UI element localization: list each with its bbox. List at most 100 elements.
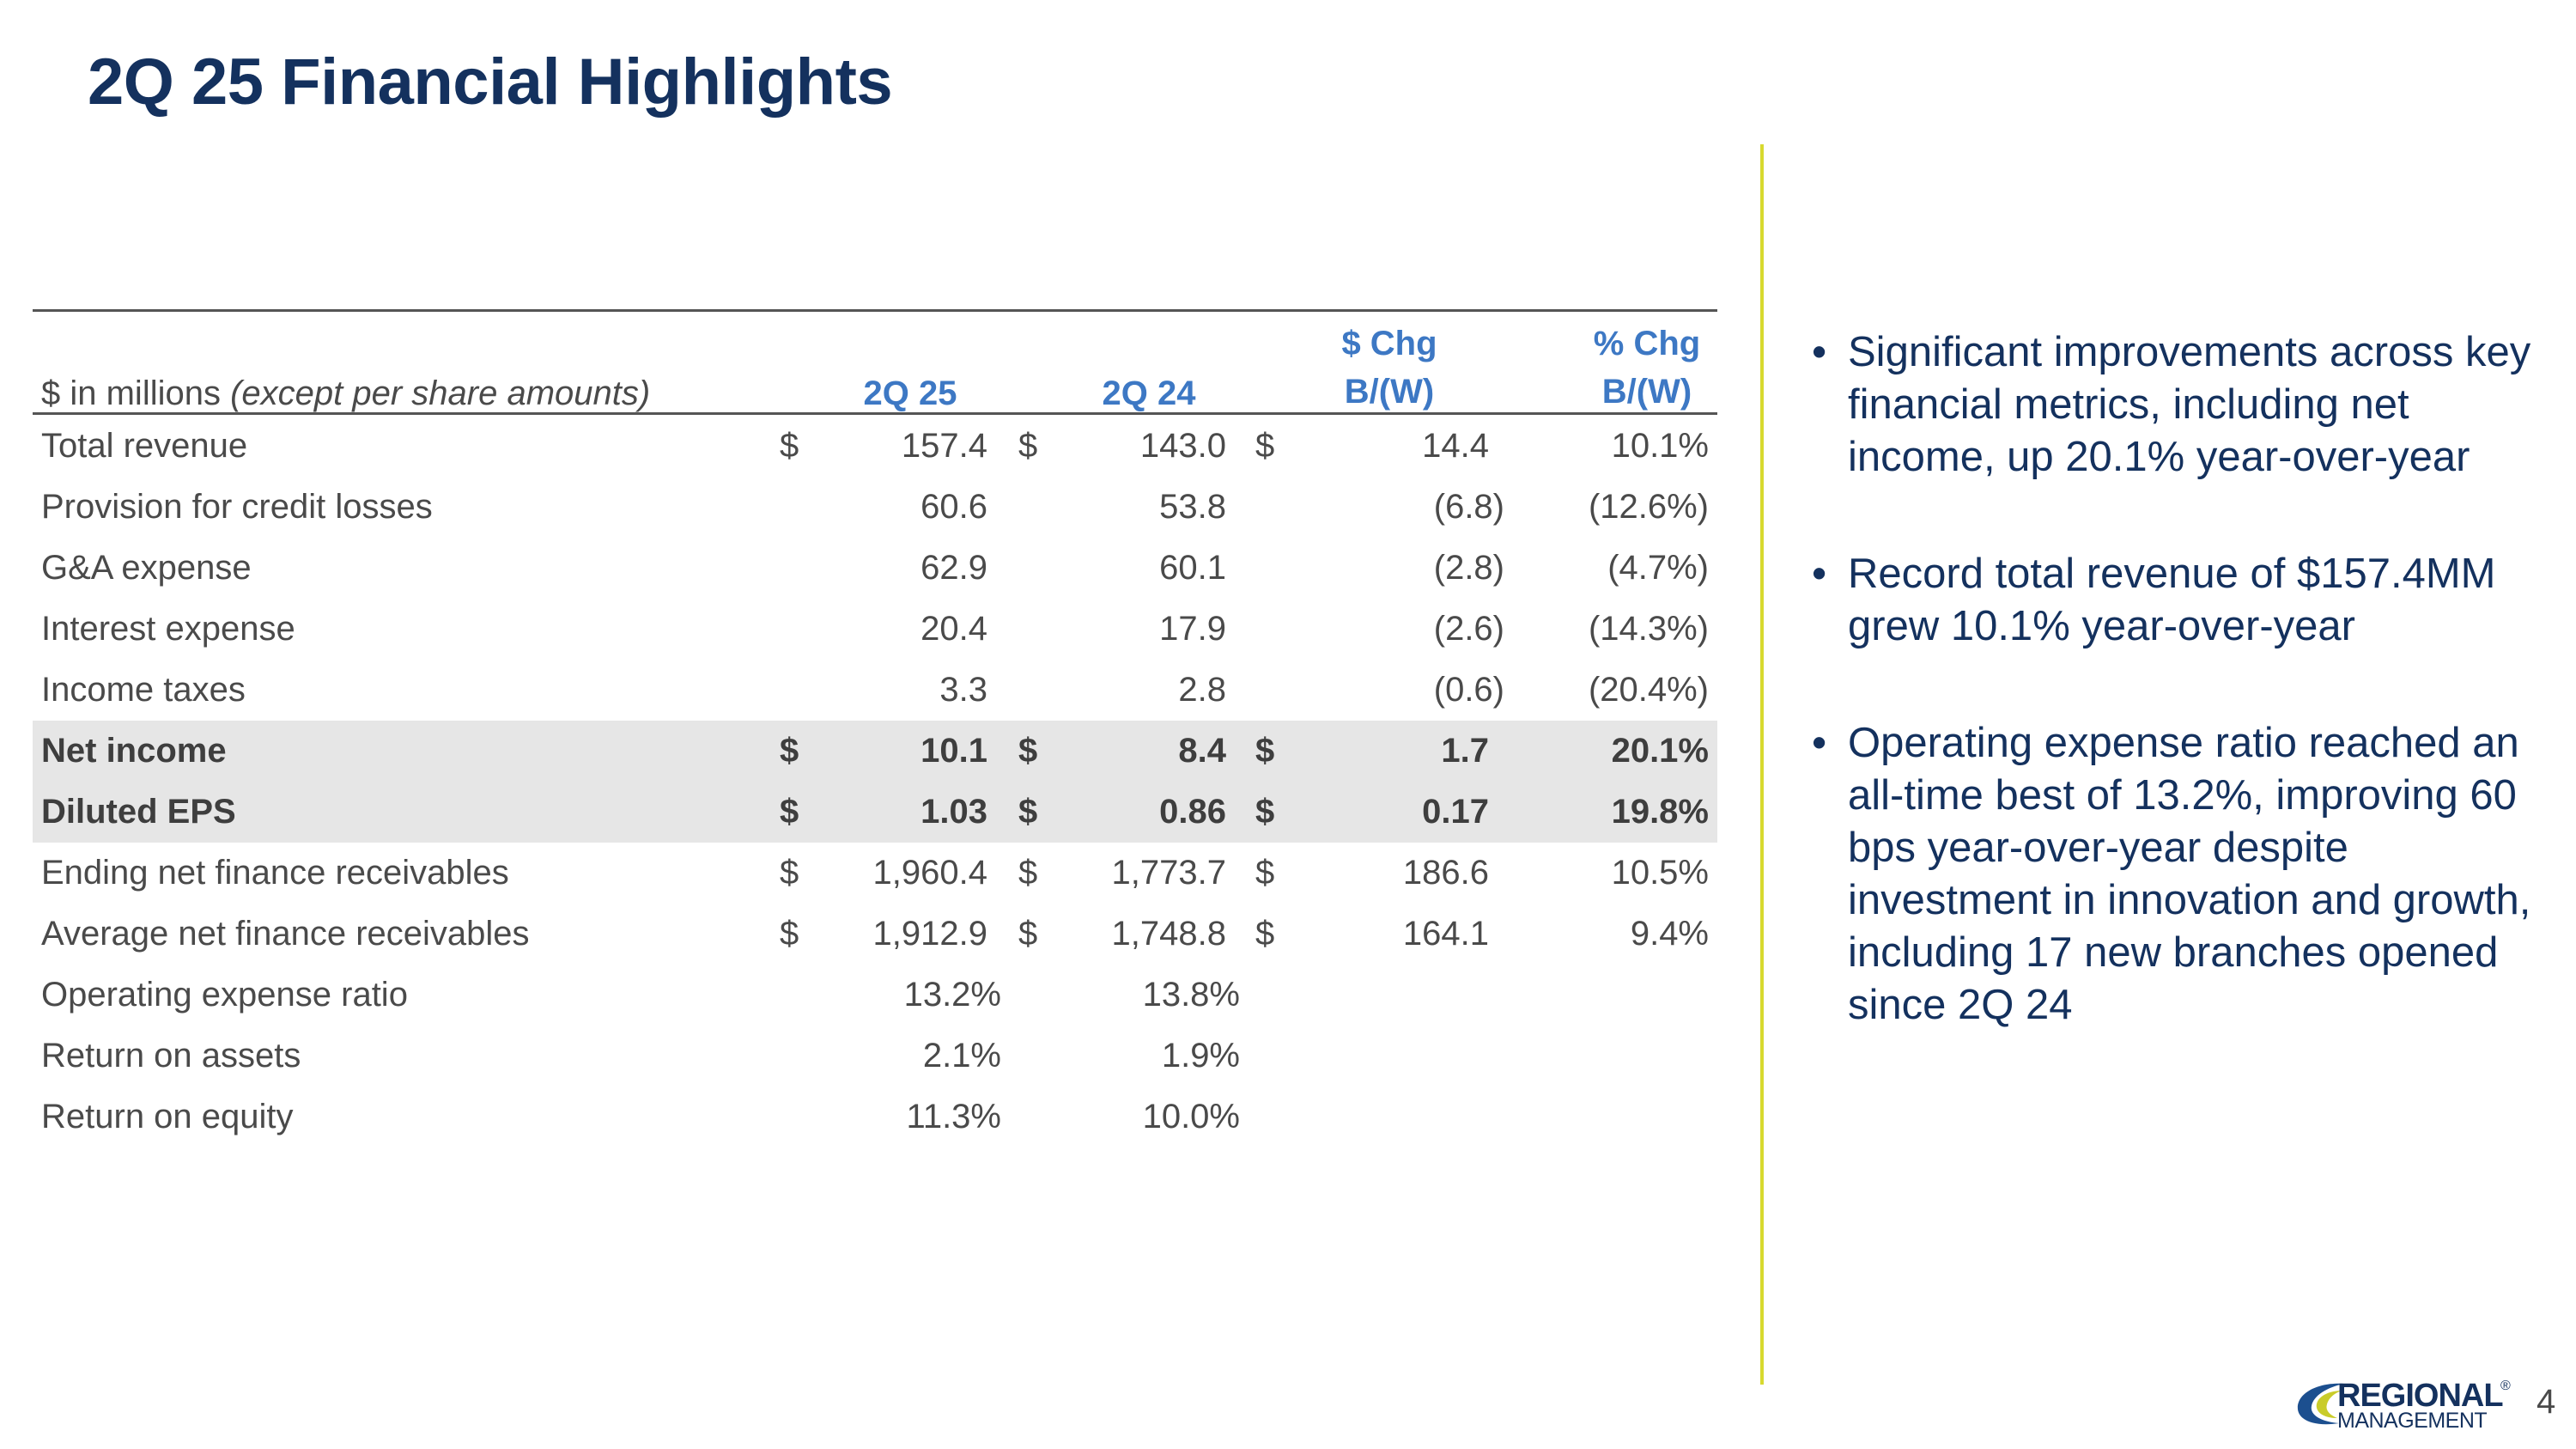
row-label: Net income <box>41 732 227 770</box>
table-row: Average net finance receivables $ 1,912.… <box>33 904 1717 965</box>
value-2q24: 53.8 <box>1159 488 1226 526</box>
value-2q24: 17.9 <box>1159 610 1226 648</box>
dollar-sign: $ <box>1255 793 1275 831</box>
value-dollar-chg: 14.4 <box>1422 427 1489 465</box>
row-label: G&A expense <box>41 549 252 587</box>
table-row: Return on assets 2.1% 1.9% <box>33 1026 1717 1087</box>
header-pct-chg-line2: B/(W) <box>1601 373 1692 411</box>
bullet-item: • Operating expense ratio reached an all… <box>1812 717 2542 1032</box>
bullet-text: Significant improvements across key fina… <box>1848 329 2531 480</box>
header-units-italic: (except per share amounts) <box>230 374 651 412</box>
value-2q25: 157.4 <box>901 427 987 465</box>
bullet-item: • Significant improvements across key fi… <box>1812 326 2542 484</box>
table-header-units: $ in millions (except per share amounts) <box>41 369 650 417</box>
value-dollar-chg: 186.6 <box>1402 854 1489 892</box>
dollar-sign: $ <box>1255 915 1275 953</box>
header-pct-chg: % Chg B/(W) <box>1544 320 1750 416</box>
row-label: Return on equity <box>41 1098 294 1135</box>
highlights-bullet-list: • Significant improvements across key fi… <box>1812 326 2542 1096</box>
page-number: 4 <box>2537 1383 2556 1421</box>
row-label: Interest expense <box>41 610 295 648</box>
table-row: G&A expense 62.9 60.1 (2.8) (4.7%) <box>33 538 1717 599</box>
logo-swoosh-icon <box>2297 1383 2344 1425</box>
table-row: Income taxes 3.3 2.8 (0.6) (20.4%) <box>33 660 1717 721</box>
value-dollar-chg: (2.8) <box>1433 549 1504 587</box>
bullet-dot-icon: • <box>1812 329 1827 375</box>
row-label: Average net finance receivables <box>41 915 530 953</box>
dollar-sign: $ <box>1255 732 1275 770</box>
bullet-item: • Record total revenue of $157.4MM grew … <box>1812 548 2542 653</box>
dollar-sign: $ <box>1018 854 1038 892</box>
row-label: Income taxes <box>41 671 246 709</box>
table-top-rule <box>33 309 1717 312</box>
value-dollar-chg: 0.17 <box>1422 793 1489 831</box>
value-pct-chg: (14.3%) <box>1588 610 1709 648</box>
value-2q24: 1,773.7 <box>1111 854 1226 892</box>
value-2q24: 0.86 <box>1159 793 1226 831</box>
dollar-sign: $ <box>780 854 799 892</box>
bullet-text: Operating expense ratio reached an all-t… <box>1848 720 2531 1028</box>
header-pct-chg-line1: % Chg <box>1593 325 1701 362</box>
table-row: Operating expense ratio 13.2% 13.8% <box>33 965 1717 1026</box>
dollar-sign: $ <box>780 732 799 770</box>
dollar-sign: $ <box>1255 854 1275 892</box>
row-label: Total revenue <box>41 427 248 465</box>
dollar-sign: $ <box>1018 915 1038 953</box>
value-2q24: 1.9% <box>1161 1037 1240 1075</box>
logo-registered-mark: ® <box>2500 1379 2511 1393</box>
value-pct-chg: (20.4%) <box>1588 671 1709 709</box>
slide-title: 2Q 25 Financial Highlights <box>88 46 893 119</box>
row-label: Operating expense ratio <box>41 976 408 1014</box>
header-dollar-chg: $ Chg B/(W) <box>1286 320 1492 416</box>
value-2q24: 2.8 <box>1178 671 1226 709</box>
regional-management-logo: REGIONAL ® MANAGEMENT <box>2291 1378 2514 1433</box>
value-pct-chg: 19.8% <box>1611 793 1709 831</box>
header-dollar-chg-line2: B/(W) <box>1344 373 1435 411</box>
value-2q25: 60.6 <box>920 488 987 526</box>
value-2q25: 13.2% <box>903 976 1001 1014</box>
table-row-highlighted: Diluted EPS $ 1.03 $ 0.86 $ 0.17 19.8% <box>33 782 1717 843</box>
value-2q25: 1,912.9 <box>872 915 987 953</box>
value-2q25: 11.3% <box>906 1098 1001 1135</box>
logo-line1: REGIONAL <box>2337 1378 2504 1414</box>
value-pct-chg: (12.6%) <box>1588 488 1709 526</box>
row-label: Return on assets <box>41 1037 301 1075</box>
value-2q24: 8.4 <box>1178 732 1226 770</box>
row-label: Provision for credit losses <box>41 488 433 526</box>
value-dollar-chg: (0.6) <box>1433 671 1504 709</box>
dollar-sign: $ <box>780 427 799 465</box>
table-row: Ending net finance receivables $ 1,960.4… <box>33 843 1717 904</box>
value-2q24: 60.1 <box>1159 549 1226 587</box>
value-dollar-chg: (6.8) <box>1433 488 1504 526</box>
table-row: Return on equity 11.3% 10.0% <box>33 1087 1717 1148</box>
table-row: Total revenue $ 157.4 $ 143.0 $ 14.4 10.… <box>33 416 1717 477</box>
value-dollar-chg: 164.1 <box>1402 915 1489 953</box>
dollar-sign: $ <box>1018 793 1038 831</box>
table-body: Total revenue $ 157.4 $ 143.0 $ 14.4 10.… <box>33 416 1717 1148</box>
header-2q25: 2Q 25 <box>863 374 957 412</box>
header-units-label: $ in millions <box>41 374 221 412</box>
header-dollar-chg-line1: $ Chg <box>1341 325 1437 362</box>
value-pct-chg: 20.1% <box>1611 732 1709 770</box>
dollar-sign: $ <box>1255 427 1275 465</box>
value-2q24: 143.0 <box>1139 427 1226 465</box>
value-pct-chg: 10.1% <box>1611 427 1709 465</box>
row-label: Ending net finance receivables <box>41 854 509 892</box>
table-header-rule <box>33 412 1717 415</box>
logo-line2: MANAGEMENT <box>2337 1409 2488 1433</box>
table-row-highlighted: Net income $ 10.1 $ 8.4 $ 1.7 20.1% <box>33 721 1717 782</box>
value-2q25: 62.9 <box>920 549 987 587</box>
vertical-divider <box>1760 144 1764 1385</box>
dollar-sign: $ <box>780 793 799 831</box>
value-2q25: 1,960.4 <box>872 854 987 892</box>
bullet-text: Record total revenue of $157.4MM grew 10… <box>1848 551 2496 649</box>
value-2q25: 1.03 <box>920 793 987 831</box>
value-2q24: 1,748.8 <box>1111 915 1226 953</box>
dollar-sign: $ <box>780 915 799 953</box>
value-2q24: 13.8% <box>1142 976 1240 1014</box>
bullet-dot-icon: • <box>1812 551 1827 597</box>
value-dollar-chg: 1.7 <box>1441 732 1489 770</box>
dollar-sign: $ <box>1018 732 1038 770</box>
value-pct-chg: 9.4% <box>1630 915 1709 953</box>
value-2q24: 10.0% <box>1142 1098 1240 1135</box>
